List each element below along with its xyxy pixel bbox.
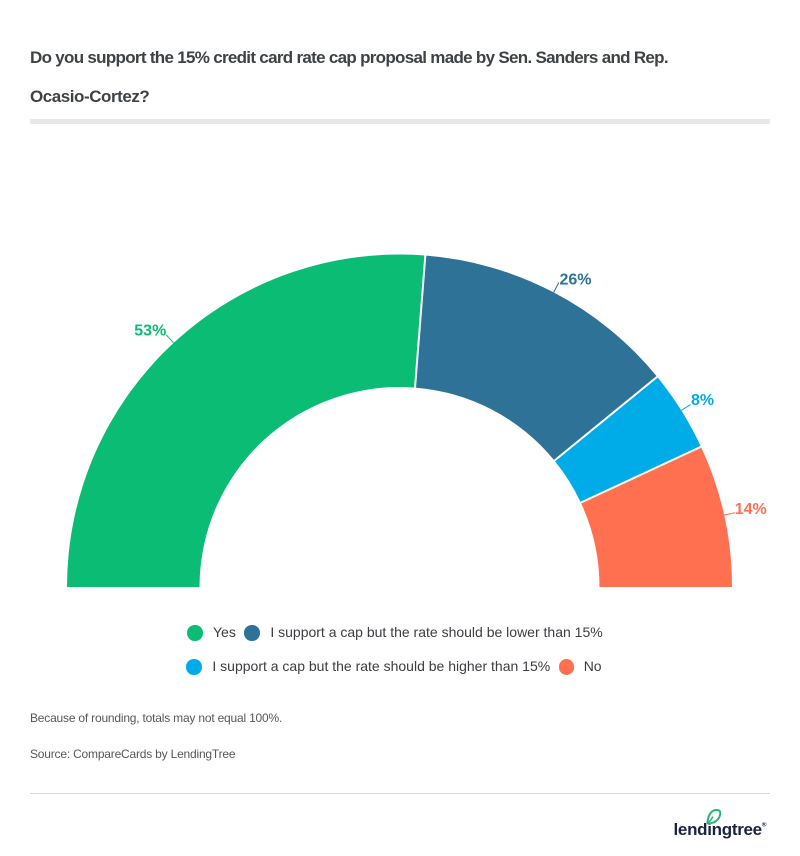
svg-text:53%: 53%	[134, 323, 166, 340]
svg-text:26%: 26%	[560, 271, 592, 288]
svg-text:lendingtree: lendingtree	[674, 820, 762, 839]
svg-text:®: ®	[762, 820, 767, 828]
svg-text:14%: 14%	[735, 501, 767, 518]
svg-text:8%: 8%	[691, 392, 714, 409]
